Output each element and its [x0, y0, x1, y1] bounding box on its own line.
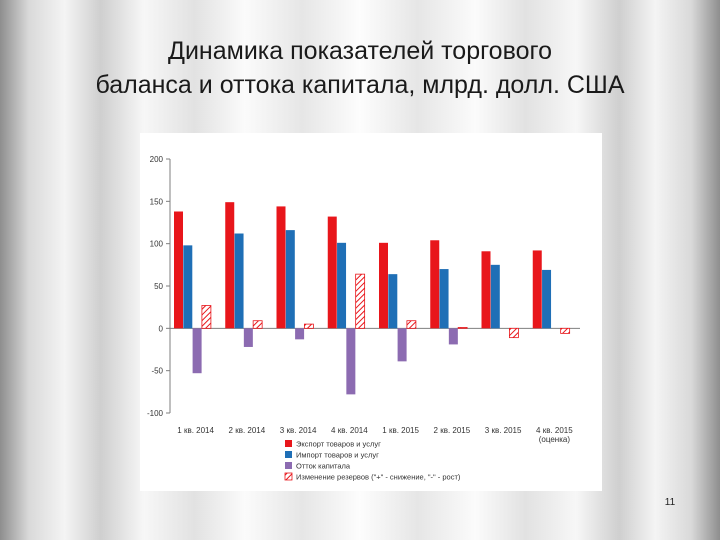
bar-series-3	[448, 328, 458, 345]
legend-swatch	[284, 472, 293, 481]
slide-title: Динамика показателей торгового баланса и…	[20, 34, 700, 102]
bar-chart: -100 -50 0 50 100 150 200 1 кв. 2014 2 кв. 2014…	[147, 155, 580, 482]
x-tick-label: 3 кв. 2014	[280, 426, 317, 435]
y-tick-label: 50	[154, 282, 163, 291]
y-tick-label: 150	[150, 197, 164, 206]
x-tick-label: 2 кв. 2015	[434, 426, 471, 435]
y-tick-label: -100	[147, 409, 164, 418]
legend-label: Экспорт товаров и услуг	[296, 440, 381, 449]
bar-series-2	[183, 245, 193, 329]
title-line-2: баланса и оттока капитала, млрд. долл. С…	[95, 71, 625, 99]
bar-series-2	[490, 264, 500, 329]
bar-series-1	[481, 251, 491, 329]
bar-series-2	[234, 233, 244, 329]
bar-series-4	[355, 273, 366, 329]
bar-series-3	[346, 328, 356, 395]
bar-series-1	[379, 242, 388, 329]
bar-series-2	[439, 269, 449, 329]
x-tick-note: (оценка)	[539, 435, 571, 444]
page-number: 11	[664, 497, 676, 508]
bar-series-3	[192, 328, 202, 374]
y-tick-label: 100	[150, 240, 164, 249]
x-tick-label: 3 кв. 2015	[485, 426, 522, 435]
legend-label: Отток капитала	[296, 462, 351, 471]
chart-area: -100 -50 0 50 100 150 200 1 кв. 2014 2 кв. 2014…	[140, 133, 602, 491]
legend-swatch	[285, 462, 292, 469]
bar-series-4	[252, 320, 263, 329]
x-tick-label: 2 кв. 2014	[229, 426, 266, 435]
bar-series-4	[303, 323, 314, 329]
x-tick-label: 4 кв. 2014	[331, 426, 368, 435]
bar-series-3	[243, 328, 253, 347]
bar-series-1	[327, 216, 337, 329]
bar-series-4	[201, 305, 212, 329]
bar-series-4	[508, 327, 519, 339]
bar-series-2	[542, 269, 552, 329]
bar-series-4	[457, 327, 468, 329]
legend-label: Изменение резервов ("+" - снижение, "-" …	[296, 473, 461, 482]
bar-series-4	[560, 327, 571, 334]
bar-series-4	[406, 320, 417, 329]
legend-swatch	[285, 451, 292, 458]
bar-series-1	[174, 211, 183, 329]
x-tick-label: 1 кв. 2014	[177, 426, 214, 435]
y-tick-label: -50	[151, 367, 163, 376]
x-tick-label: 1 кв. 2015	[382, 426, 419, 435]
bar-series-1	[225, 202, 235, 329]
bar-series-1	[430, 240, 440, 329]
x-tick-label: 4 кв. 2015	[536, 426, 573, 435]
bar-series-1	[276, 206, 286, 329]
title-line-1: Динамика показателей торгового	[168, 37, 552, 65]
legend-label: Импорт товаров и услуг	[296, 451, 379, 460]
y-tick-label: 200	[150, 155, 164, 164]
y-tick-label: 0	[159, 324, 164, 333]
legend-swatch	[285, 440, 292, 447]
bar-series-3	[397, 328, 407, 362]
bar-series-2	[285, 230, 295, 329]
bar-series-2	[388, 274, 398, 329]
bar-series-1	[532, 250, 542, 329]
bar-series-2	[337, 242, 347, 329]
bar-series-3	[295, 328, 305, 340]
